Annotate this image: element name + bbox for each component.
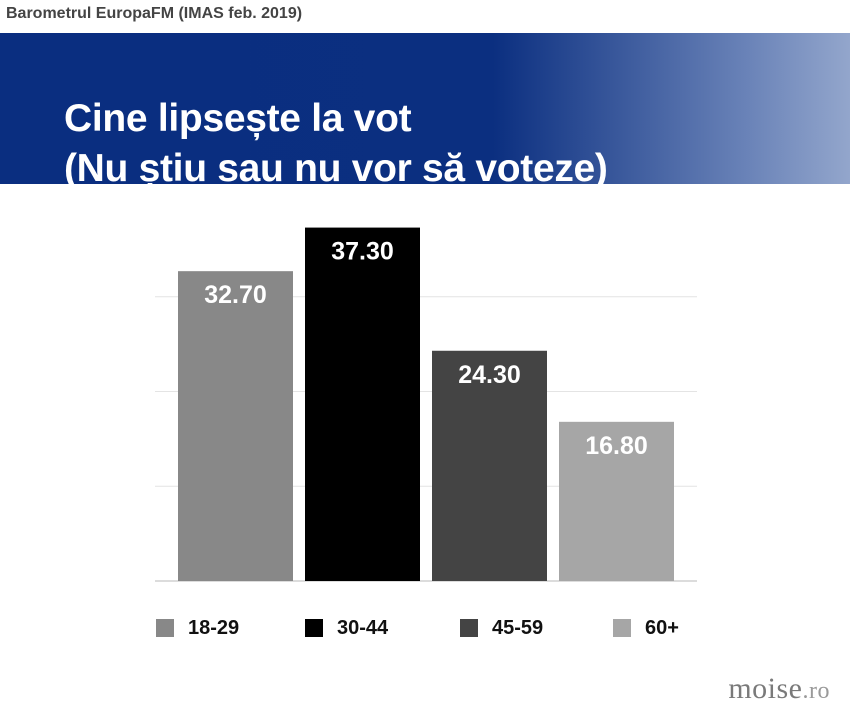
bar-chart: 32.70 37.30 24.30 16.80 [155, 227, 697, 582]
bar-30-44 [305, 227, 420, 581]
title-banner: Cine lipsește la vot (Nu știu sau nu vor… [0, 33, 850, 190]
legend-label: 45-59 [492, 617, 544, 639]
chart-title-line-1: Cine lipsește la vot [64, 97, 412, 140]
source-caption: Barometrul EuropaFM (IMAS feb. 2019) [6, 5, 303, 22]
legend-label: 60+ [645, 617, 679, 639]
bar-18-29 [178, 271, 293, 581]
data-label-30-44: 37.30 [331, 238, 394, 266]
watermark-name: moise [728, 672, 803, 705]
data-labels: 32.70 37.30 24.30 16.80 [204, 238, 648, 460]
bar-45-59 [432, 350, 547, 581]
legend-swatch [305, 619, 323, 637]
data-label-45-59: 24.30 [458, 361, 521, 389]
legend-swatch [460, 619, 478, 637]
legend-label: 18-29 [188, 617, 240, 639]
legend-swatch [613, 619, 631, 637]
bar-60+ [559, 421, 674, 581]
watermark-tld: .ro [802, 678, 830, 704]
legend-label: 30-44 [337, 617, 389, 639]
legend-swatch [156, 619, 174, 637]
data-label-18-29: 32.70 [204, 281, 267, 309]
bars [178, 227, 674, 581]
legend: 18-29 30-44 45-59 60+ [0, 614, 850, 644]
chart-title-line-2: (Nu știu sau nu vor să voteze) [64, 147, 608, 190]
watermark-logo: moise.ro [728, 672, 830, 706]
data-label-60+: 16.80 [585, 432, 648, 460]
